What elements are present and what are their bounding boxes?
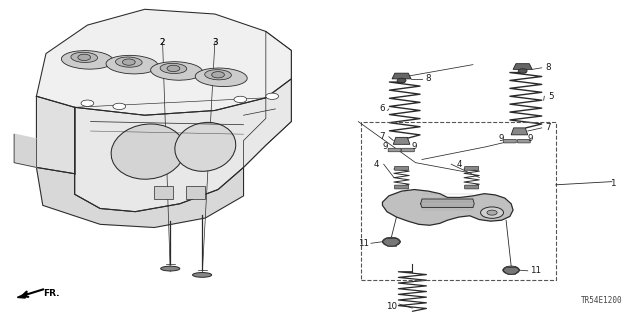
Ellipse shape xyxy=(61,51,113,69)
FancyBboxPatch shape xyxy=(394,167,408,170)
FancyBboxPatch shape xyxy=(518,139,531,143)
Text: 8: 8 xyxy=(545,63,551,72)
Circle shape xyxy=(487,210,497,215)
Polygon shape xyxy=(513,64,532,69)
Text: 2: 2 xyxy=(160,38,165,47)
FancyBboxPatch shape xyxy=(465,167,479,170)
Ellipse shape xyxy=(71,52,97,63)
FancyBboxPatch shape xyxy=(504,139,516,143)
Ellipse shape xyxy=(115,57,142,67)
Text: 2: 2 xyxy=(160,38,165,47)
Text: 9: 9 xyxy=(499,134,504,144)
Ellipse shape xyxy=(160,63,187,73)
FancyBboxPatch shape xyxy=(388,148,401,152)
Text: 3: 3 xyxy=(212,38,218,47)
Text: 9: 9 xyxy=(412,142,417,151)
Text: 11: 11 xyxy=(530,266,541,275)
Polygon shape xyxy=(392,73,411,79)
Text: 4: 4 xyxy=(373,160,379,169)
Polygon shape xyxy=(17,293,28,298)
FancyBboxPatch shape xyxy=(394,185,408,189)
Circle shape xyxy=(266,93,278,100)
Ellipse shape xyxy=(111,124,185,179)
Text: 9: 9 xyxy=(527,134,533,144)
Text: 1: 1 xyxy=(611,179,616,188)
Ellipse shape xyxy=(150,62,203,80)
Circle shape xyxy=(481,207,504,218)
Polygon shape xyxy=(14,134,36,167)
Circle shape xyxy=(167,65,180,71)
Polygon shape xyxy=(75,79,291,212)
Bar xyxy=(186,186,205,199)
Circle shape xyxy=(518,69,527,73)
Text: 4: 4 xyxy=(456,160,461,169)
Circle shape xyxy=(397,78,406,83)
Polygon shape xyxy=(394,137,410,144)
Text: 9: 9 xyxy=(382,142,388,151)
Text: 7: 7 xyxy=(545,123,551,132)
Text: TR54E1200: TR54E1200 xyxy=(581,296,623,305)
Text: 5: 5 xyxy=(548,92,554,101)
Circle shape xyxy=(78,54,91,61)
Circle shape xyxy=(212,71,225,78)
Polygon shape xyxy=(36,167,244,227)
Circle shape xyxy=(234,96,246,103)
Ellipse shape xyxy=(175,122,236,171)
Polygon shape xyxy=(36,96,75,174)
Text: 10: 10 xyxy=(386,302,397,311)
Circle shape xyxy=(81,100,94,106)
Ellipse shape xyxy=(205,70,232,80)
Text: 6: 6 xyxy=(380,104,385,113)
Polygon shape xyxy=(36,9,291,115)
Circle shape xyxy=(122,59,135,65)
Polygon shape xyxy=(383,189,513,225)
Text: 3: 3 xyxy=(212,38,218,47)
Text: 7: 7 xyxy=(380,132,385,141)
Text: FR.: FR. xyxy=(43,289,60,298)
Ellipse shape xyxy=(195,68,247,86)
Circle shape xyxy=(503,266,520,274)
Text: 11: 11 xyxy=(358,239,369,248)
Circle shape xyxy=(383,237,400,246)
Ellipse shape xyxy=(161,266,180,271)
Ellipse shape xyxy=(193,272,212,277)
Polygon shape xyxy=(420,199,474,208)
Ellipse shape xyxy=(106,56,158,74)
Text: 8: 8 xyxy=(426,74,431,83)
FancyBboxPatch shape xyxy=(465,185,479,189)
Bar xyxy=(154,186,173,199)
FancyBboxPatch shape xyxy=(401,148,414,152)
Polygon shape xyxy=(511,128,528,135)
Circle shape xyxy=(113,103,125,109)
